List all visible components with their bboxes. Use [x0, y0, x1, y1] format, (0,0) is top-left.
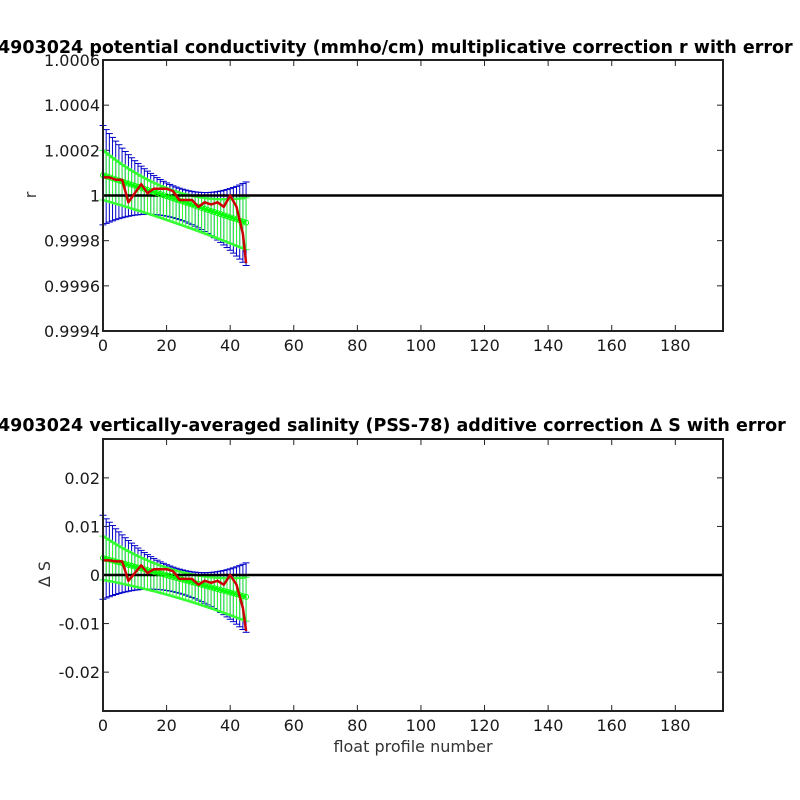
y-axis-label: r [21, 191, 40, 198]
y-tick-label: 1.0006 [44, 51, 100, 70]
fit-point [147, 187, 154, 194]
y-tick-label: 0.9994 [44, 322, 100, 341]
y-tick-label: 0 [90, 566, 100, 585]
fit-point [189, 201, 196, 208]
y-tick-label: 0.9996 [44, 277, 100, 296]
y-tick-label: -0.02 [59, 663, 100, 682]
fit-point [157, 191, 164, 198]
x-tick-label: 100 [406, 716, 437, 735]
green-envelope-line [102, 198, 247, 251]
fit-point [128, 562, 135, 569]
chart-title: 4903024 vertically-averaged salinity (PS… [0, 416, 786, 436]
x-tick-label: 140 [533, 336, 564, 355]
green-envelope-line [102, 578, 247, 623]
fit-point [217, 211, 224, 218]
correction-line [103, 176, 248, 264]
y-axis-label: ∆ S [35, 561, 54, 588]
correction-line [103, 559, 248, 632]
fit-point [141, 185, 148, 192]
y-tick-label: -0.01 [59, 615, 100, 634]
fit-point [208, 584, 215, 591]
plot-area-frame [102, 438, 724, 712]
x-tick-label: 40 [220, 716, 240, 735]
x-tick-label: 160 [596, 716, 627, 735]
fit-point [169, 573, 176, 580]
fit-point [195, 203, 202, 210]
x-tick-label: 0 [98, 336, 108, 355]
fit-point [243, 219, 250, 226]
y-tick-label: 1.0004 [44, 96, 100, 115]
x-tick-label: 160 [596, 336, 627, 355]
x-tick-label: 180 [660, 336, 691, 355]
fit-point [131, 563, 138, 570]
fit-point [157, 570, 164, 577]
fit-point [214, 210, 221, 217]
fit-point [214, 586, 221, 593]
fit-point [201, 582, 208, 589]
x-tick-label: 120 [469, 336, 500, 355]
fit-point [166, 573, 173, 580]
fit-point [169, 195, 176, 202]
fit-point [125, 180, 132, 187]
fit-point [163, 193, 170, 200]
fit-point [166, 194, 173, 201]
y-tick-label: 0.01 [64, 517, 100, 536]
x-tick-label: 0 [98, 716, 108, 735]
salinity-correction-chart: 4903024 vertically-averaged salinity (PS… [0, 416, 786, 756]
fit-point [224, 213, 230, 220]
x-tick-label: 100 [406, 336, 437, 355]
fit-point [220, 212, 227, 219]
fit-point [230, 590, 237, 597]
fit-point [125, 561, 132, 568]
fit-point [211, 585, 218, 592]
fit-point [154, 190, 161, 197]
fit-point [204, 206, 211, 213]
fit-point [217, 586, 224, 593]
fit-line [102, 174, 247, 224]
fit-point [163, 572, 170, 579]
x-tick-label: 20 [156, 716, 176, 735]
x-tick-label: 60 [284, 716, 304, 735]
fit-point [227, 589, 234, 596]
fit-point [141, 566, 148, 573]
fit-point [230, 215, 237, 222]
fit-point [211, 209, 218, 216]
x-tick-label: 20 [156, 336, 176, 355]
y-tick-label: 0.9998 [44, 232, 100, 251]
fit-point [220, 587, 227, 594]
x-tick-label: 180 [660, 716, 691, 735]
x-tick-label: 80 [347, 716, 367, 735]
fit-point [128, 181, 135, 188]
fit-point [201, 205, 208, 212]
green-envelope-line [102, 535, 247, 580]
fit-point [204, 583, 211, 590]
fit-point [243, 593, 250, 600]
green-envelope-line [102, 149, 247, 201]
y-tick-label: 1.0002 [44, 141, 100, 160]
y-tick-label: 0.02 [64, 469, 100, 488]
x-tick-label: 60 [284, 336, 304, 355]
y-tick-label: 1 [90, 187, 100, 206]
conductivity-correction-chart: 4903024 potential conductivity (mmho/cm)… [0, 38, 793, 355]
chart-title: 4903024 potential conductivity (mmho/cm)… [0, 38, 793, 58]
x-tick-label: 120 [469, 716, 500, 735]
x-axis-label: float profile number [333, 737, 493, 756]
x-tick-label: 140 [533, 716, 564, 735]
x-tick-label: 40 [220, 336, 240, 355]
fit-point [160, 571, 167, 578]
fit-point [227, 214, 234, 221]
fit-point [131, 182, 138, 189]
fit-point [208, 208, 215, 215]
fit-line [102, 556, 247, 599]
fit-point [160, 192, 167, 199]
fit-point [224, 588, 230, 595]
x-tick-label: 80 [347, 336, 367, 355]
plot-area-frame [102, 59, 724, 332]
